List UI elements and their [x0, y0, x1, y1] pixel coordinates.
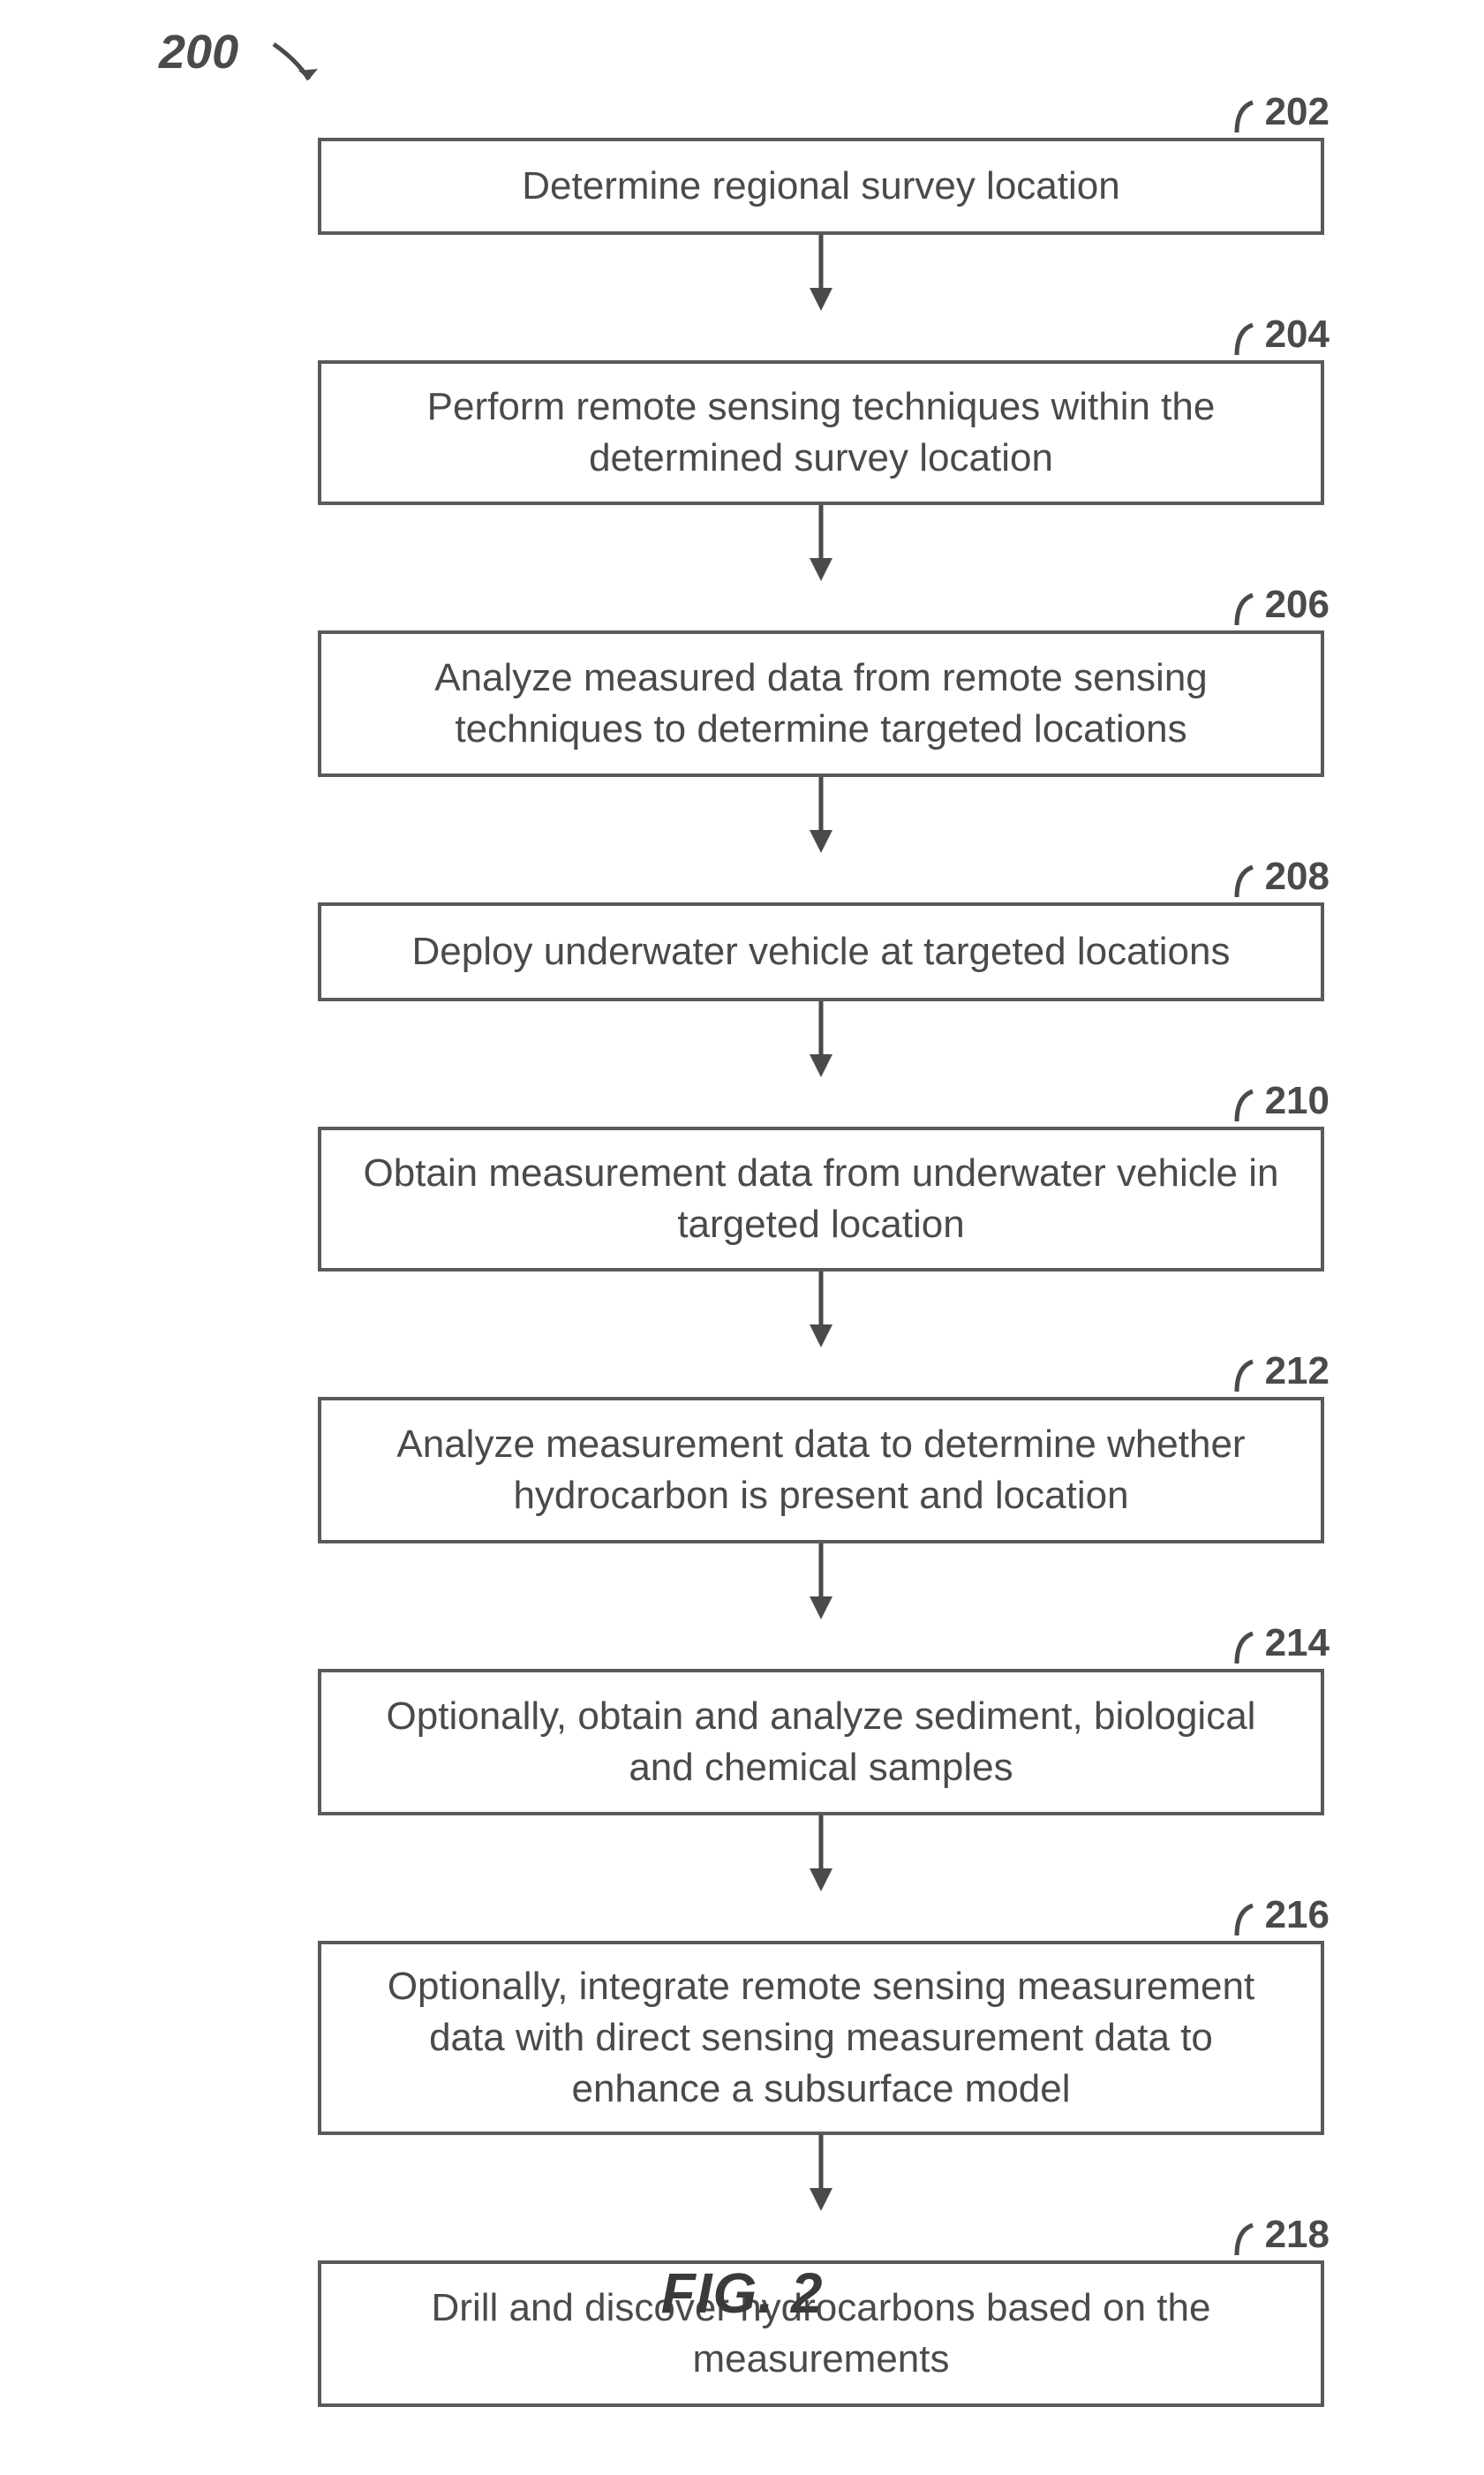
flow-step: 216Optionally, integrate remote sensing … — [318, 1941, 1324, 2135]
flow-connector — [318, 2135, 1324, 2260]
flow-step: 202Determine regional survey location — [318, 138, 1324, 235]
step-ref-text: 202 — [1265, 90, 1330, 134]
step-text: Perform remote sensing techniques within… — [357, 381, 1285, 484]
figure-ref-label: 200 — [159, 25, 238, 79]
leader-hook-icon — [1230, 1630, 1260, 1665]
flow-step: 208Deploy underwater vehicle at targeted… — [318, 902, 1324, 1001]
step-ref-label: 216 — [1230, 1893, 1330, 1937]
step-box: Optionally, obtain and analyze sediment,… — [318, 1669, 1324, 1815]
step-ref-label: 206 — [1230, 583, 1330, 627]
step-text: Determine regional survey location — [522, 161, 1119, 212]
step-ref-text: 212 — [1265, 1349, 1330, 1393]
step-text: Deploy underwater vehicle at targeted lo… — [412, 926, 1231, 977]
step-ref-label: 208 — [1230, 855, 1330, 899]
arrow-down-icon — [803, 2135, 839, 2211]
arrow-down-icon — [803, 1815, 839, 1891]
leader-hook-icon — [1230, 1902, 1260, 1937]
step-ref-text: 210 — [1265, 1079, 1330, 1123]
leader-hook-icon — [1230, 864, 1260, 899]
step-ref-text: 214 — [1265, 1621, 1330, 1665]
step-ref-label: 210 — [1230, 1079, 1330, 1123]
step-ref-label: 204 — [1230, 313, 1330, 357]
flow-connector — [318, 1543, 1324, 1669]
flow-step: 206Analyze measured data from remote sen… — [318, 630, 1324, 777]
step-text: Optionally, obtain and analyze sediment,… — [357, 1691, 1285, 1793]
leader-hook-icon — [1230, 1358, 1260, 1393]
step-ref-label: 214 — [1230, 1621, 1330, 1665]
step-ref-text: 218 — [1265, 2213, 1330, 2257]
flow-connector — [318, 505, 1324, 630]
step-ref-label: 218 — [1230, 2213, 1330, 2257]
leader-hook-icon — [1230, 1088, 1260, 1123]
arrow-down-icon — [803, 505, 839, 581]
flow-connector — [318, 1001, 1324, 1127]
flow-connector — [318, 1815, 1324, 1941]
step-box: Optionally, integrate remote sensing mea… — [318, 1941, 1324, 2135]
step-text: Analyze measurement data to determine wh… — [357, 1419, 1285, 1521]
arrow-down-icon — [803, 777, 839, 853]
step-ref-label: 202 — [1230, 90, 1330, 134]
page: 200 202Determine regional survey locatio… — [0, 0, 1484, 2475]
flow-connector — [318, 235, 1324, 360]
leader-hook-icon — [1230, 2222, 1260, 2257]
step-box: Perform remote sensing techniques within… — [318, 360, 1324, 505]
step-ref-text: 204 — [1265, 313, 1330, 357]
step-box: Analyze measured data from remote sensin… — [318, 630, 1324, 777]
step-box: Analyze measurement data to determine wh… — [318, 1397, 1324, 1543]
step-text: Optionally, integrate remote sensing mea… — [357, 1961, 1285, 2115]
step-text: Analyze measured data from remote sensin… — [357, 653, 1285, 755]
flow-step: 210Obtain measurement data from underwat… — [318, 1127, 1324, 1271]
step-box: Obtain measurement data from underwater … — [318, 1127, 1324, 1271]
flow-step: 214Optionally, obtain and analyze sedime… — [318, 1669, 1324, 1815]
flow-connector — [318, 1271, 1324, 1397]
flow-step: 212Analyze measurement data to determine… — [318, 1397, 1324, 1543]
curved-arrow-icon — [270, 39, 332, 92]
step-box: Deploy underwater vehicle at targeted lo… — [318, 902, 1324, 1001]
step-ref-text: 216 — [1265, 1893, 1330, 1937]
arrow-down-icon — [803, 1001, 839, 1077]
leader-hook-icon — [1230, 321, 1260, 357]
arrow-down-icon — [803, 1271, 839, 1347]
step-ref-label: 212 — [1230, 1349, 1330, 1393]
arrow-down-icon — [803, 235, 839, 311]
flowchart: 202Determine regional survey location 204… — [318, 87, 1324, 2407]
flow-step: 204Perform remote sensing techniques wit… — [318, 360, 1324, 505]
step-ref-text: 208 — [1265, 855, 1330, 899]
step-ref-text: 206 — [1265, 583, 1330, 627]
figure-caption: FIG. 2 — [0, 2260, 1484, 2326]
flow-connector — [318, 777, 1324, 902]
leader-hook-icon — [1230, 99, 1260, 134]
step-box: Determine regional survey location — [318, 138, 1324, 235]
step-text: Obtain measurement data from underwater … — [357, 1148, 1285, 1250]
leader-hook-icon — [1230, 592, 1260, 627]
arrow-down-icon — [803, 1543, 839, 1619]
